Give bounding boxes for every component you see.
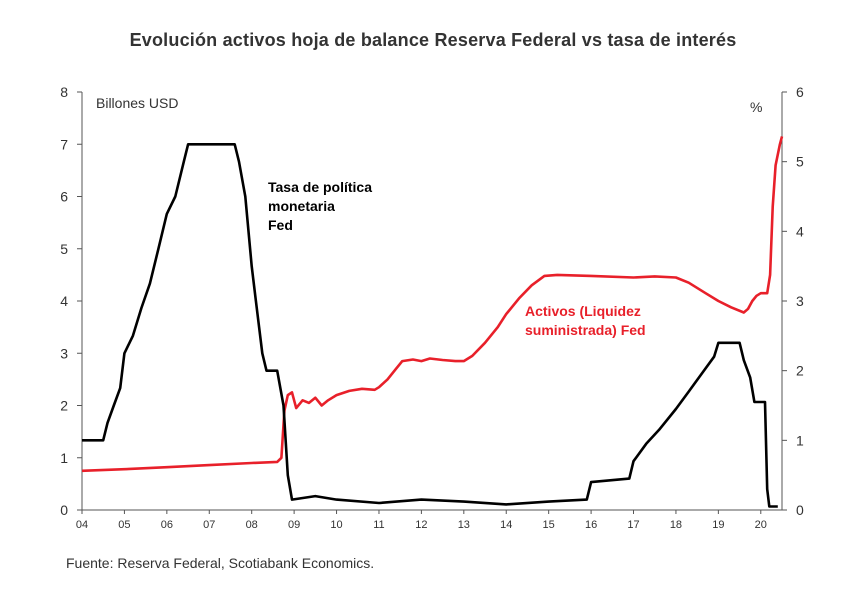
annotation-line: Tasa de política xyxy=(268,179,372,195)
y-right-tick-label: 6 xyxy=(796,84,804,100)
annotation-line: Fed xyxy=(268,217,293,233)
x-tick-label: 13 xyxy=(458,519,470,531)
x-tick-label: 10 xyxy=(330,519,342,531)
x-tick-label: 12 xyxy=(415,519,427,531)
series-line-tasa xyxy=(82,143,778,508)
y-left-tick-label: 1 xyxy=(60,450,68,466)
y-left-tick-label: 3 xyxy=(60,345,68,361)
y-right-tick-label: 2 xyxy=(796,363,804,379)
source-note: Fuente: Reserva Federal, Scotiabank Econ… xyxy=(66,555,375,571)
y-left-tick-label: 8 xyxy=(60,84,68,100)
y-left-unit-label: Billones USD xyxy=(96,95,178,111)
y-right-tick-label: 1 xyxy=(796,432,804,448)
annotation-line: Activos (Liquidez xyxy=(525,303,641,319)
x-tick-label: 14 xyxy=(500,519,512,531)
annotation-line: suministrada) Fed xyxy=(525,322,646,338)
x-tick-label: 11 xyxy=(373,519,384,531)
y-left-tick-label: 7 xyxy=(60,136,68,152)
axes xyxy=(77,91,787,514)
y-left-tick-label: 0 xyxy=(60,502,68,518)
series-line-activos xyxy=(81,136,784,473)
y-left-tick-label: 4 xyxy=(60,293,68,309)
x-tick-label: 06 xyxy=(161,519,173,531)
y-right-unit-label: % xyxy=(750,99,762,115)
annotation-tasa: Tasa de política monetaria Fed xyxy=(268,179,372,233)
y-right-tick-label: 3 xyxy=(796,293,804,309)
annotation-activos: Activos (Liquidez suministrada) Fed xyxy=(525,303,646,338)
x-tick-label: 07 xyxy=(203,519,215,531)
y-right-tick-label: 4 xyxy=(796,223,804,239)
y-right-tick-label: 0 xyxy=(796,502,804,518)
x-tick-label: 09 xyxy=(288,519,300,531)
y-left-tick-label: 5 xyxy=(60,241,68,257)
y-left-tick-label: 6 xyxy=(60,189,68,205)
x-tick-label: 04 xyxy=(76,519,88,531)
x-tick-label: 15 xyxy=(543,519,555,531)
x-tick-label: 16 xyxy=(585,519,597,531)
y-right-tick-label: 5 xyxy=(796,154,804,170)
annotation-line: monetaria xyxy=(268,198,335,214)
x-tick-label: 08 xyxy=(246,519,258,531)
y-left-tick-label: 2 xyxy=(60,398,68,414)
x-tick-label: 05 xyxy=(118,519,130,531)
x-tick-label: 17 xyxy=(627,519,639,531)
x-tick-label: 19 xyxy=(712,519,724,531)
x-tick-label: 18 xyxy=(670,519,682,531)
series-group xyxy=(81,136,784,508)
chart-title: Evolución activos hoja de balance Reserv… xyxy=(129,30,737,50)
x-tick-label: 20 xyxy=(755,519,767,531)
